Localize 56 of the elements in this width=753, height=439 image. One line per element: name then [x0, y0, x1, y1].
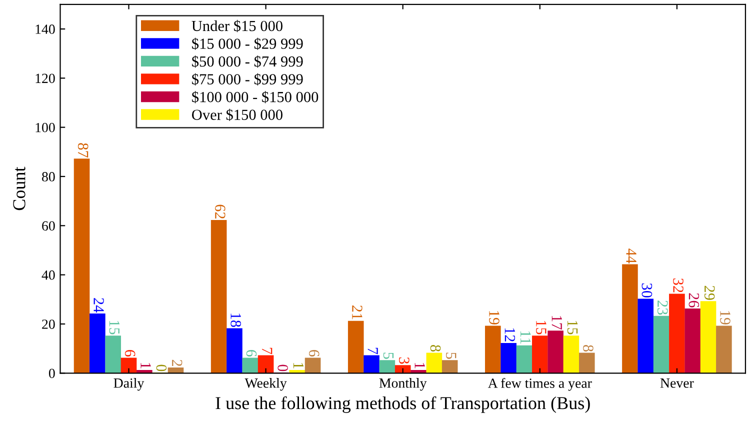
data-label: 87 [78, 143, 88, 158]
data-label: 5 [383, 352, 394, 359]
data-label: 19 [720, 311, 730, 324]
y-axis-title: Count [13, 166, 26, 210]
data-label: 18 [230, 314, 241, 327]
x-tick-label: Daily [114, 378, 144, 391]
y-tick-label: 60 [42, 221, 55, 231]
data-label: 2 [172, 360, 182, 366]
data-label: 5 [446, 352, 456, 359]
y-tick-label: 120 [36, 74, 55, 84]
data-label: 12 [504, 328, 516, 342]
legend-label: $75 000 - $99 999 [192, 73, 303, 86]
data-label: 1 [293, 363, 304, 368]
data-label: 6 [124, 350, 136, 357]
x-tick-label: Monthly [379, 378, 427, 391]
data-label: 30 [642, 283, 652, 298]
data-label: 0 [278, 364, 288, 372]
data-label: 6 [246, 350, 257, 357]
legend-label: Over $150 000 [192, 108, 282, 121]
x-tick-label: Weekly [244, 378, 287, 391]
y-tick-label: 40 [42, 270, 55, 280]
data-label: 17 [552, 316, 562, 330]
y-tick-label: 0 [48, 368, 55, 378]
legend-label: $15 000 - $29 999 [192, 38, 303, 50]
legend-label: Under $15 000 [192, 20, 282, 32]
data-label: 24 [94, 298, 104, 313]
data-label: 62 [215, 204, 226, 218]
y-tick-label: 80 [42, 172, 55, 182]
data-label: 6 [308, 350, 320, 357]
x-tick-label: A few times a year [488, 378, 592, 391]
data-label: 1 [140, 363, 151, 368]
x-tick-label: Never [660, 378, 694, 388]
data-label: 8 [430, 345, 441, 352]
data-label: 7 [368, 348, 378, 354]
data-label: 8 [583, 345, 594, 352]
y-tick-label: 100 [36, 122, 55, 132]
legend-label: $50 000 - $74 999 [192, 55, 303, 68]
data-label: 0 [156, 364, 167, 372]
data-label: 19 [489, 311, 500, 324]
data-label: 29 [704, 286, 715, 300]
data-label: 15 [536, 320, 546, 334]
x-axis-title: I use the following methods of Transportation (Bus) [216, 396, 590, 413]
data-label: 15 [109, 320, 120, 334]
data-label: 23 [657, 300, 668, 315]
data-label: 15 [567, 320, 578, 334]
y-tick-label: 20 [42, 320, 55, 329]
legend-label: $100 000 - $150 000 [192, 91, 318, 104]
data-label: 32 [673, 278, 684, 292]
data-label: 26 [688, 293, 700, 308]
data-label: 21 [352, 306, 362, 320]
y-tick-label: 140 [36, 24, 55, 34]
data-label: 7 [262, 348, 272, 354]
data-label: 3 [399, 357, 410, 364]
data-label: 11 [520, 331, 531, 344]
data-label: 1 [414, 363, 425, 368]
data-label: 44 [626, 248, 636, 264]
